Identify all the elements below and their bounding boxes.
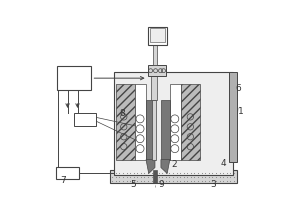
Bar	[74, 113, 96, 126]
Bar	[181, 84, 200, 160]
Bar	[148, 65, 166, 76]
Bar	[148, 27, 167, 45]
Text: 4: 4	[221, 159, 226, 168]
Polygon shape	[161, 160, 170, 173]
Bar	[153, 170, 157, 183]
Bar	[230, 72, 237, 162]
Bar	[114, 72, 233, 175]
Bar	[170, 84, 181, 160]
Text: 5: 5	[130, 180, 136, 189]
Bar	[161, 100, 170, 160]
Text: 1: 1	[238, 107, 243, 116]
Bar	[150, 28, 165, 42]
Bar	[110, 170, 237, 183]
Text: 8: 8	[119, 109, 125, 118]
Bar	[135, 84, 146, 160]
Polygon shape	[146, 160, 155, 173]
Bar	[56, 167, 79, 179]
Bar	[151, 76, 157, 100]
Text: 9: 9	[158, 180, 164, 189]
Bar	[57, 66, 92, 90]
Bar	[153, 45, 157, 65]
Bar	[116, 84, 135, 160]
Bar	[152, 100, 156, 160]
Text: 3: 3	[211, 180, 216, 189]
Bar	[146, 100, 155, 160]
Text: 6: 6	[236, 84, 241, 93]
Text: 2: 2	[171, 160, 177, 169]
Text: 7: 7	[60, 176, 65, 185]
